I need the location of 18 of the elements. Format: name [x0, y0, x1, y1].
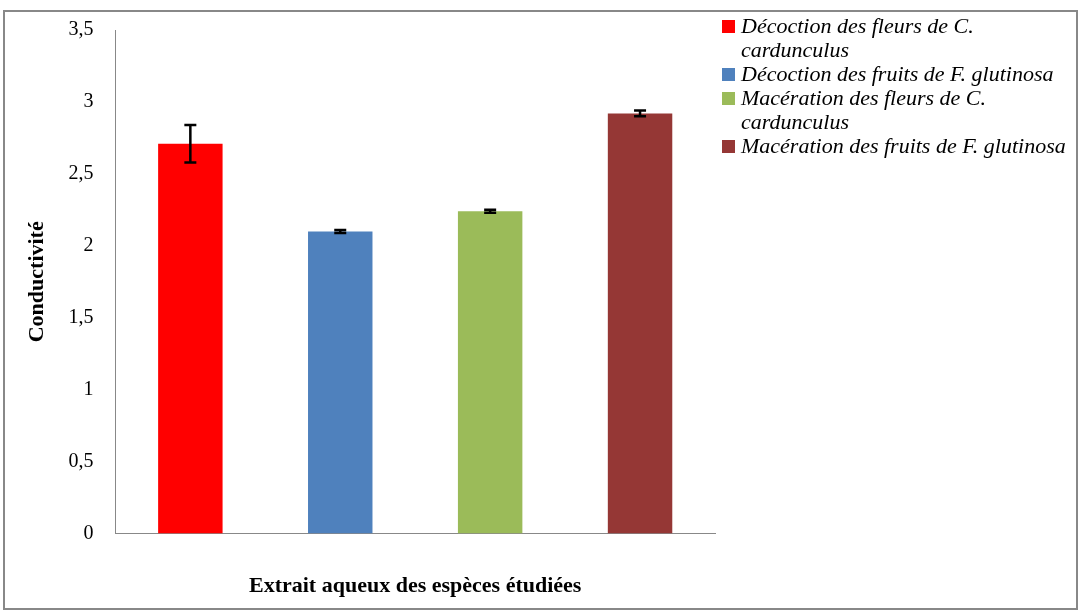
y-tick-label: 0,5	[68, 448, 94, 471]
y-tick-label: 1,5	[68, 305, 94, 328]
bar	[308, 231, 373, 534]
y-tick-label: 2,5	[68, 161, 94, 184]
x-axis-title: Extrait aqueux des espèces étudiées	[248, 572, 582, 598]
y-tick-label: 3,5	[68, 17, 94, 40]
y-tick-label: 0	[83, 520, 94, 543]
bar	[457, 211, 523, 534]
y-tick-label: 1	[83, 376, 94, 399]
bar	[158, 143, 223, 534]
y-tick-label: 2	[83, 233, 94, 256]
y-axis-title: Conductivité	[22, 221, 48, 343]
legend-label: Décoction des fruits de F. glutinosa	[741, 61, 1054, 86]
y-tick-label: 3	[83, 89, 94, 112]
legend-label: Macération des fruits de F. glutinosa	[741, 133, 1066, 158]
legend-label: Macération des fleurs de C. cardunculus	[741, 85, 987, 134]
bar	[607, 113, 673, 534]
legend-label: Décoction des fleurs de C. cardunculus	[741, 13, 975, 62]
